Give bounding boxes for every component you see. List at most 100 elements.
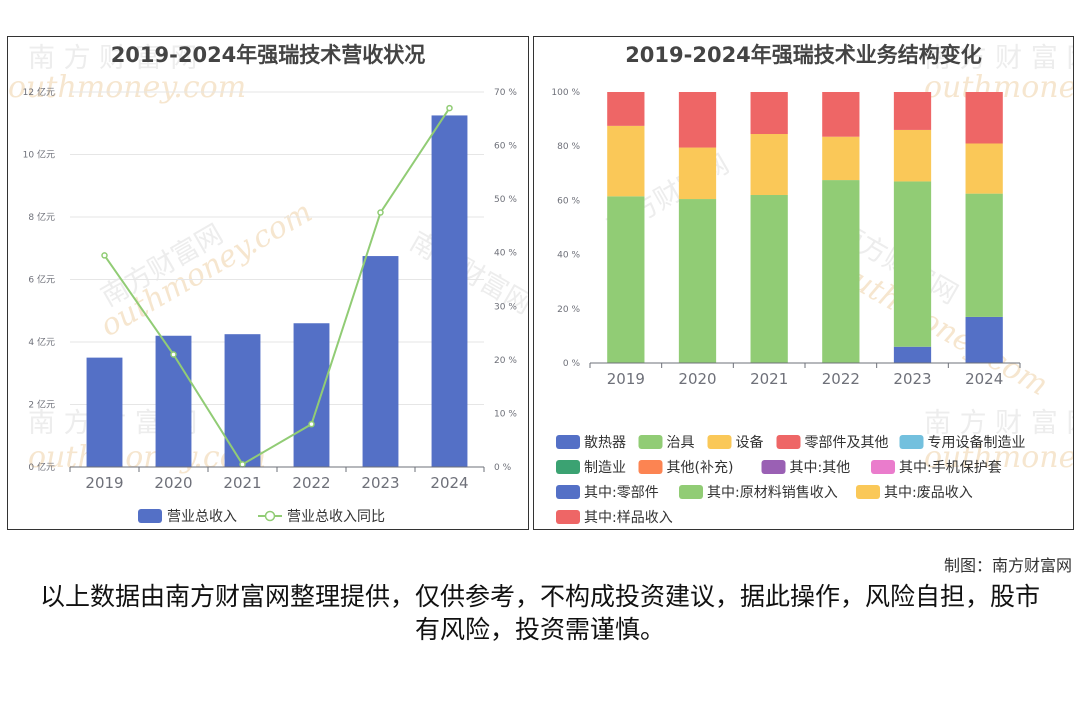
legend-label: 制造业 [584,460,626,476]
revenue-bar [293,323,330,467]
legend-swatch [871,460,895,474]
x-tick-label: 2019 [85,474,123,492]
stacked-bar-segment [893,129,932,182]
stacked-bar-segment [822,92,860,137]
yoy-growth-point [239,461,246,468]
structure-chart: 南 方 财 富 网 outhmoney.com 南 方 财 富 网 outhmo… [551,43,1074,526]
x-tick-label: 2021 [750,370,788,388]
legend-swatch [856,485,880,499]
y-tick-label: 20 % [557,305,580,315]
x-tick-label: 2024 [965,370,1003,388]
y-left-tick-label: 12 亿元 [23,86,55,98]
stacked-bar-segment [965,143,1003,194]
legend-swatch [638,460,663,474]
legend-swatch [761,460,786,474]
x-tick-label: 2020 [154,474,192,492]
yoy-growth-line [103,107,451,466]
x-tick-label: 2023 [361,474,399,492]
y-left-tick-label: 6 亿元 [28,274,55,286]
legend-label: 其他(补充) [667,460,734,476]
stacked-bar-segment [893,92,932,130]
y-left-tick-label: 2 亿元 [28,399,55,411]
svg-text:outhmoney.com: outhmoney.com [924,440,1074,475]
legend-swatch [556,510,580,524]
revenue-chart-panel: outhmoney.com 南 方 财 富 网 outhmoney.com 南 … [7,36,529,530]
x-tick-label: 2022 [822,370,860,388]
chart-credit: 制图：南方财富网 [943,556,1072,575]
legend-label: 其中:其他 [790,460,851,476]
legend-swatch [556,485,580,499]
legend-swatch [679,485,703,499]
y-left-tick-label: 4 亿元 [28,336,55,348]
y-right-tick-label: 0 % [494,463,512,473]
y-right-tick-label: 60 % [494,142,517,152]
legend-swatch-revenue [138,509,162,523]
stacked-bar-segment [965,316,1003,363]
yoy-growth-point [101,252,108,259]
y-tick-label: 80 % [557,142,580,152]
svg-text:南 方 财 富 网: 南 方 财 富 网 [924,43,1074,74]
y-tick-label: 100 % [551,88,580,98]
stacked-bar-segment [750,134,788,195]
legend-swatch [707,435,732,449]
y-tick-label: 40 % [557,251,580,261]
x-tick-label: 2024 [430,474,468,492]
legend-label: 零部件及其他 [805,435,889,451]
revenue-chart-title: 2019-2024年强瑞技术营收状况 [110,43,426,67]
structure-chart-title: 2019-2024年强瑞技术业务结构变化 [625,43,982,67]
legend-swatch [556,435,580,449]
y-right-tick-label: 30 % [494,302,517,312]
x-tick-label: 2021 [223,474,261,492]
y-right-tick-label: 70 % [494,88,517,98]
x-tick-label: 2022 [292,474,330,492]
legend-label: 散热器 [584,435,626,451]
structure-chart-panel: 南 方 财 富 网 outhmoney.com 南 方 财 富 网 outhmo… [533,36,1074,530]
legend-label: 治具 [667,435,695,451]
y-right-tick-label: 20 % [494,356,517,366]
x-tick-label: 2023 [893,370,931,388]
stacked-bar-segment [822,180,860,363]
y-right-tick-label: 10 % [494,409,517,419]
y-right-tick-label: 40 % [494,249,517,259]
svg-text:outhmoney.com: outhmoney.com [8,70,246,105]
stacked-bar-segment [822,136,860,181]
y-tick-label: 60 % [557,196,580,206]
legend-swatch [776,435,801,449]
legend-label: 其中:零部件 [584,485,659,501]
legend-label: 其中:原材料销售收入 [707,485,838,501]
x-tick-label: 2019 [607,370,645,388]
revenue-bar [86,357,123,467]
stacked-bar-segment [607,125,645,197]
svg-text:南 方 财 富 网: 南 方 财 富 网 [28,43,197,74]
legend-swatch-yoy-marker [264,510,276,522]
stacked-bar-segment [678,199,717,363]
stacked-bar-segment [607,92,645,126]
legend-label: 其中:废品收入 [884,485,973,501]
stacked-bar-segment [750,92,788,135]
legend-label-yoy: 营业总收入同比 [287,509,385,525]
yoy-growth-point [446,104,453,112]
revenue-chart: outhmoney.com 南 方 财 富 网 outhmoney.com 南 … [8,43,528,525]
legend-label: 专用设备制造业 [928,434,1026,451]
y-left-tick-label: 10 亿元 [23,149,55,161]
legend-label: 设备 [736,434,764,451]
legend-label-revenue: 营业总收入 [167,509,237,525]
legend-swatch [899,435,924,449]
y-tick-label: 0 % [563,359,581,369]
legend-label: 其中:手机保护套 [899,460,1002,476]
stacked-bar-segment [893,346,932,363]
disclaimer-text: 以上数据由南方财富网整理提供，仅供参考，不构成投资建议，据此操作，风险自担，股市… [40,582,1041,644]
y-left-tick-label: 0 亿元 [28,461,55,473]
stacked-bar-segment [678,92,717,148]
legend-swatch [556,460,580,474]
yoy-growth-point [308,420,315,428]
svg-text:南 方 财 富 网: 南 方 财 富 网 [924,408,1074,439]
stacked-bar-segment [750,194,788,363]
stacked-bar-segment [965,92,1003,144]
revenue-bar [224,334,261,467]
stacked-bar-segment [965,193,1003,317]
legend-label: 其中:样品收入 [584,510,673,526]
y-right-tick-label: 50 % [494,195,517,205]
yoy-growth-point [377,209,384,216]
yoy-growth-point [170,351,177,358]
